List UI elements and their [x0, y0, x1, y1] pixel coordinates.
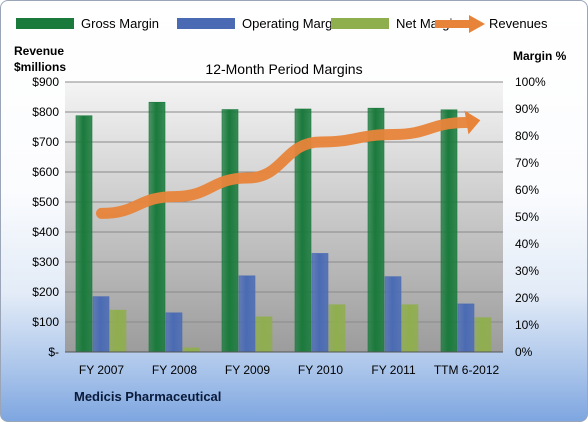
bar-gross-margin: [367, 107, 385, 353]
y-left-tick-label: $200: [32, 285, 59, 299]
bar-operating-margin: [92, 296, 110, 353]
x-tick-label: FY 2008: [152, 363, 197, 377]
y-right-tick-label: 60%: [515, 183, 539, 197]
bar-net-margin: [255, 316, 273, 353]
bar-operating-margin: [311, 253, 329, 353]
legend-swatch: [177, 18, 235, 29]
y-right-label: Margin %: [513, 49, 567, 63]
x-tick-label: FY 2011: [371, 363, 416, 377]
x-tick-label: TTM 6-2012: [434, 363, 500, 377]
y-left-tick-label: $900: [32, 75, 59, 89]
bar-net-margin: [401, 304, 419, 353]
y-left-label: $millions: [14, 60, 66, 74]
chart-title: 12-Month Period Margins: [205, 61, 362, 77]
legend-swatch: [331, 18, 389, 29]
y-right-tick-label: 80%: [515, 129, 539, 143]
company-name: Medicis Pharmaceutical: [74, 389, 222, 404]
revenue-arrowhead: [464, 110, 481, 135]
bar-operating-margin: [165, 312, 183, 353]
y-left-tick-label: $500: [32, 195, 59, 209]
x-tick-label: FY 2009: [225, 363, 270, 377]
y-left-tick-label: $100: [32, 315, 59, 329]
bar-gross-margin: [440, 109, 458, 353]
y-left-label: Revenue: [14, 44, 64, 58]
legend-label: Operating Margin: [242, 16, 342, 31]
legend-arrow-swatch: [469, 15, 485, 33]
y-right-tick-label: 40%: [515, 237, 539, 251]
legend-label: Gross Margin: [81, 16, 159, 31]
bar-gross-margin: [148, 101, 166, 353]
y-right-tick-label: 90%: [515, 102, 539, 116]
revenue-line: [96, 117, 472, 219]
bar-net-margin: [474, 317, 492, 353]
bar-operating-margin: [238, 275, 256, 353]
x-tick-label: FY 2010: [298, 363, 343, 377]
legend-label: Revenues: [489, 16, 548, 31]
y-left-tick-label: $-: [48, 345, 59, 359]
bar-net-margin: [328, 304, 346, 353]
y-left-tick-label: $400: [32, 225, 59, 239]
bar-gross-margin: [221, 109, 239, 353]
y-left-tick-label: $300: [32, 255, 59, 269]
bar-net-margin: [109, 309, 127, 353]
y-right-tick-label: 30%: [515, 264, 539, 278]
y-right-tick-label: 50%: [515, 210, 539, 224]
y-right-tick-label: 70%: [515, 156, 539, 170]
bar-operating-margin: [457, 303, 475, 353]
x-tick-label: FY 2007: [79, 363, 124, 377]
y-right-tick-label: 10%: [515, 318, 539, 332]
bar-net-margin: [182, 347, 200, 353]
y-right-tick-label: 100%: [515, 75, 546, 89]
y-left-tick-label: $600: [32, 165, 59, 179]
legend-swatch: [16, 18, 74, 29]
bar-gross-margin: [75, 115, 93, 353]
y-right-tick-label: 20%: [515, 291, 539, 305]
y-right-tick-label: 0%: [515, 345, 533, 359]
bar-operating-margin: [384, 276, 402, 353]
y-left-tick-label: $800: [32, 105, 59, 119]
y-left-tick-label: $700: [32, 135, 59, 149]
